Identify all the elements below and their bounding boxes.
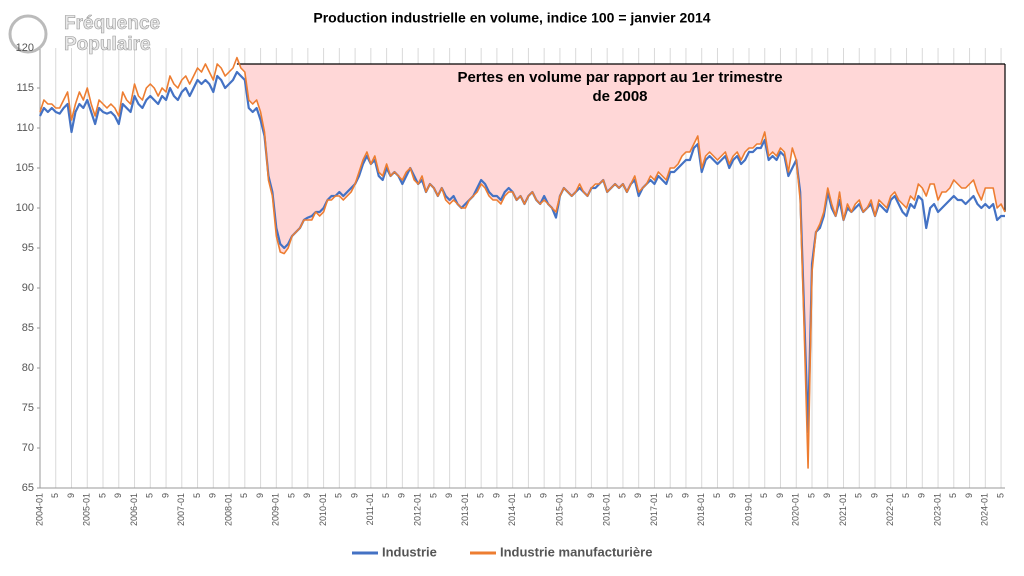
x-tick-label: 5: [381, 493, 391, 498]
x-tick-label: 9: [444, 493, 454, 498]
x-tick-label: 2022-01: [885, 493, 895, 526]
x-tick-label: 5: [239, 493, 249, 498]
x-tick-label: 9: [302, 493, 312, 498]
y-tick-label: 105: [16, 162, 34, 174]
x-tick-label: 9: [586, 493, 596, 498]
line-layer: [39, 56, 1006, 469]
x-tick-label: 2013-01: [460, 493, 470, 526]
x-tick-label: 5: [712, 493, 722, 498]
y-tick-label: 95: [22, 242, 34, 254]
x-tick-label: 5: [665, 493, 675, 498]
x-tick-label: 9: [539, 493, 549, 498]
x-tick-label: 9: [349, 493, 359, 498]
y-tick-label: 65: [22, 482, 34, 494]
x-tick-label: 5: [570, 493, 580, 498]
y-tick-label: 80: [22, 362, 34, 374]
x-tick-label: 9: [255, 493, 265, 498]
x-tick-label: 2017-01: [649, 493, 659, 526]
x-tick-label: 5: [334, 493, 344, 498]
x-tick-label: 5: [97, 493, 107, 498]
y-tick-label: 120: [16, 42, 34, 54]
x-tick-label: 9: [775, 493, 785, 498]
x-tick-label: 9: [397, 493, 407, 498]
x-tick-label: 2018-01: [696, 493, 706, 526]
x-tick-label: 5: [145, 493, 155, 498]
x-tick-label: 9: [160, 493, 170, 498]
x-tick-label: 9: [728, 493, 738, 498]
x-tick-label: 5: [759, 493, 769, 498]
x-tick-label: 2006-01: [129, 493, 139, 526]
logo-icon: [8, 14, 48, 54]
y-tick-label: 75: [22, 402, 34, 414]
series-line: [39, 56, 1006, 469]
x-tick-label: 9: [66, 493, 76, 498]
x-tick-label: 5: [806, 493, 816, 498]
x-tick-label: 5: [948, 493, 958, 498]
x-tick-label: 2014-01: [507, 493, 517, 526]
annotation: de 2008: [592, 88, 647, 105]
y-tick-label: 100: [16, 202, 34, 214]
annotation: Pertes en volume par rapport au 1er trim…: [457, 69, 782, 86]
logo-text: Populaire: [64, 34, 151, 55]
x-tick-label: 5: [286, 493, 296, 498]
x-tick-label: 5: [854, 493, 864, 498]
x-tick-label: 9: [633, 493, 643, 498]
y-tick-label: 70: [22, 442, 34, 454]
y-tick-label: 110: [16, 122, 34, 134]
x-tick-label: 2021-01: [838, 493, 848, 526]
x-tick-label: 5: [523, 493, 533, 498]
x-tick-label: 2008-01: [223, 493, 233, 526]
x-tick-label: 9: [113, 493, 123, 498]
x-tick-label: 2011-01: [365, 493, 375, 525]
x-tick-label: 5: [617, 493, 627, 498]
logo-text: Fréquence: [64, 13, 160, 34]
x-tick-label: 2024-01: [980, 493, 990, 526]
y-tick-label: 90: [22, 282, 34, 294]
x-tick-label: 2015-01: [554, 493, 564, 526]
x-tick-label: 2019-01: [743, 493, 753, 526]
chart-title: Production industrielle en volume, indic…: [313, 10, 710, 26]
x-tick-label: 5: [476, 493, 486, 498]
x-tick-label: 2009-01: [271, 493, 281, 526]
x-tick-label: 9: [869, 493, 879, 498]
x-tick-label: 9: [680, 493, 690, 498]
x-tick-label: 2020-01: [791, 493, 801, 526]
legend-label: Industrie manufacturière: [500, 544, 652, 559]
x-tick-label: 5: [50, 493, 60, 498]
x-tick-label: 9: [822, 493, 832, 498]
x-tick-label: 5: [901, 493, 911, 498]
x-tick-label: 5: [192, 493, 202, 498]
x-tick-label: 5: [995, 493, 1005, 498]
y-tick-label: 115: [16, 82, 34, 94]
x-tick-label: 2016-01: [602, 493, 612, 526]
x-tick-label: 2007-01: [176, 493, 186, 526]
legend-label: Industrie: [382, 544, 437, 559]
x-tick-label: 2010-01: [318, 493, 328, 526]
x-tick-label: 5: [428, 493, 438, 498]
shade-layer: [236, 57, 1006, 468]
x-tick-label: 2004-01: [34, 493, 44, 526]
shaded-loss: [236, 57, 1005, 468]
x-tick-label: 2023-01: [932, 493, 942, 526]
x-tick-label: 2005-01: [82, 493, 92, 526]
logo: Fréquence Populaire: [8, 13, 160, 55]
x-tick-label: 9: [917, 493, 927, 498]
x-tick-label: 9: [208, 493, 218, 498]
y-tick-label: 85: [22, 322, 34, 334]
x-tick-label: 9: [491, 493, 501, 498]
legend: Industrie Industrie manufacturière: [352, 544, 652, 559]
x-tick-label: 2012-01: [412, 493, 422, 526]
x-tick-label: 9: [964, 493, 974, 498]
